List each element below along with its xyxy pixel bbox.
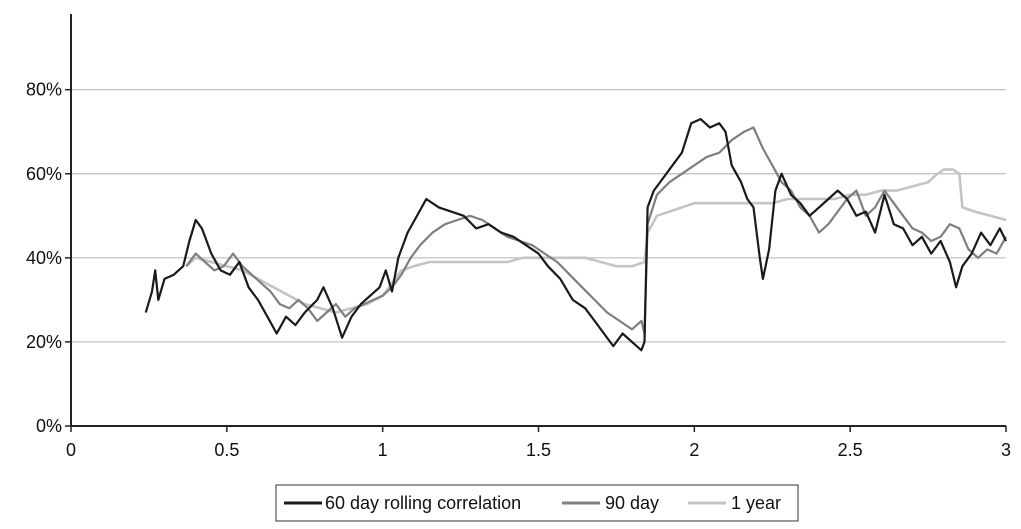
y-tick-group: 0% 20% 40% 60% 80%: [26, 80, 71, 436]
series-layer: [144, 118, 1007, 352]
x-tick-label: 2.5: [838, 440, 863, 460]
y-tick-label: 80%: [26, 80, 62, 100]
legend-label-90-day: 90 day: [605, 493, 659, 513]
x-tick-label: 0.5: [214, 440, 239, 460]
y-tick-label: 40%: [26, 248, 62, 268]
x-tick-label: 3: [1001, 440, 1011, 460]
series-60-day-line: [144, 118, 1007, 352]
y-tick-label: 20%: [26, 332, 62, 352]
legend-label-60-day: 60 day rolling correlation: [325, 493, 521, 513]
x-tick-label: 0: [66, 440, 76, 460]
y-tick-label: 0%: [36, 416, 62, 436]
legend-label-1-year: 1 year: [731, 493, 781, 513]
legend: 60 day rolling correlation 90 day 1 year: [275, 484, 799, 522]
x-tick-label: 2: [689, 440, 699, 460]
x-tick-group: 0 0.5 1 1.5 2 2.5 3: [66, 426, 1011, 460]
gridlines: [71, 89, 1006, 343]
x-tick-label: 1: [378, 440, 388, 460]
series-90-day-line: [185, 126, 1007, 335]
y-tick-label: 60%: [26, 164, 62, 184]
x-tick-label: 1.5: [526, 440, 551, 460]
